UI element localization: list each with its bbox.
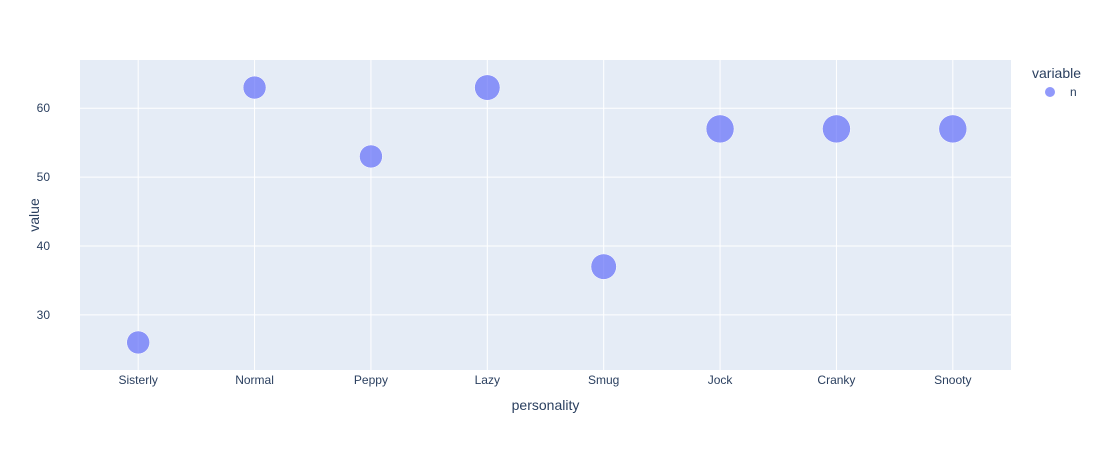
x-tick-label: Lazy — [475, 373, 500, 387]
y-tick-label: 30 — [37, 308, 51, 322]
data-point[interactable] — [938, 114, 968, 144]
x-tick-label: Normal — [235, 373, 274, 387]
x-tick-label: Snooty — [934, 373, 971, 387]
legend-marker — [1045, 87, 1055, 97]
x-axis-ticks: Sisterly Normal Peppy Lazy Smug Jock Cranky Sno… — [119, 373, 972, 387]
x-tick-label: Jock — [708, 373, 734, 387]
data-point[interactable] — [359, 144, 383, 169]
data-point[interactable] — [705, 114, 735, 144]
x-tick-label: Smug — [588, 373, 619, 387]
x-axis-title: personality — [512, 397, 580, 413]
y-tick-label: 50 — [37, 170, 51, 184]
data-points[interactable] — [126, 74, 968, 355]
data-point[interactable] — [242, 75, 267, 100]
y-tick-label: 40 — [37, 239, 51, 253]
y-tick-label: 60 — [37, 101, 51, 115]
x-tick-label: Peppy — [354, 373, 388, 387]
x-tick-label: Sisterly — [119, 373, 158, 387]
y-axis-ticks: 30 40 50 60 — [37, 101, 51, 322]
data-point[interactable] — [126, 330, 150, 355]
data-point[interactable] — [590, 253, 617, 280]
y-axis-title: value — [26, 198, 42, 232]
x-tick-label: Cranky — [817, 373, 855, 387]
data-point[interactable] — [822, 114, 851, 144]
plot-background — [80, 60, 1011, 370]
legend-item-label: n — [1070, 85, 1077, 99]
legend[interactable]: variable n — [1032, 65, 1081, 99]
legend-title: variable — [1032, 65, 1081, 81]
grid — [80, 60, 1011, 370]
data-point[interactable] — [474, 74, 501, 101]
